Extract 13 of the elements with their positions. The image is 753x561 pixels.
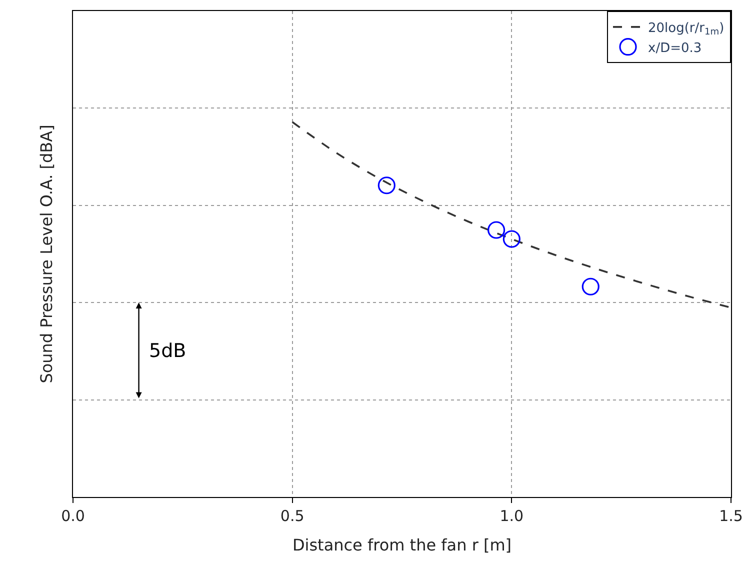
x-tick-label: 1.0 bbox=[500, 507, 524, 525]
x-tick-label: 1.5 bbox=[719, 507, 743, 525]
x-tick-label: 0.5 bbox=[280, 507, 304, 525]
point bbox=[582, 278, 600, 296]
point bbox=[502, 230, 520, 248]
x-axis-title: Distance from the fan r [m] bbox=[292, 536, 512, 555]
x-tick-label: 0.0 bbox=[61, 507, 85, 525]
legend-label: x/D=0.3 bbox=[648, 40, 702, 56]
point bbox=[378, 176, 396, 194]
annotation: 5dB bbox=[149, 340, 186, 362]
y-axis-title: Sound Pressure Level O.A. [dBA] bbox=[36, 124, 56, 384]
point bbox=[488, 221, 506, 239]
legend-label: 20log(r/r$_{1m}$) bbox=[648, 21, 724, 38]
